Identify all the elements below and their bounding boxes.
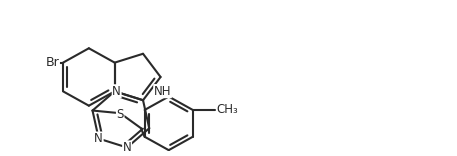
Text: N: N [94, 132, 103, 145]
Text: Br: Br [45, 56, 59, 69]
Text: CH₃: CH₃ [217, 103, 239, 117]
Text: NH: NH [154, 85, 171, 98]
Text: S: S [117, 108, 124, 121]
Text: N: N [122, 141, 132, 154]
Text: N: N [112, 85, 121, 98]
